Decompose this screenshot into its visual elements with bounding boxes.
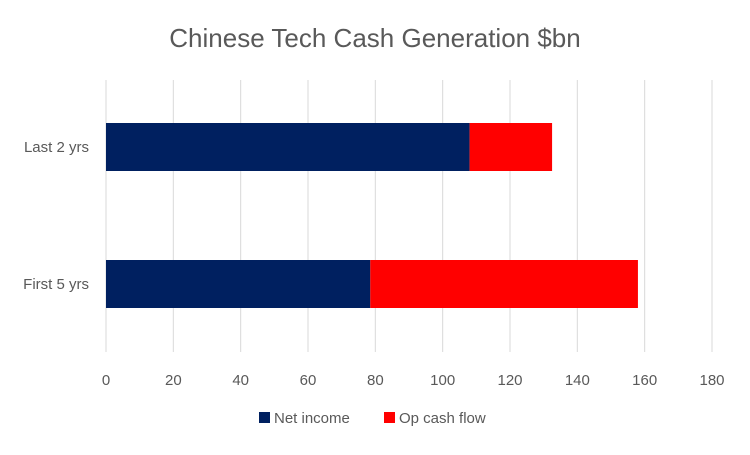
- x-tick-label: 0: [102, 372, 110, 389]
- x-tick-label: 140: [565, 372, 590, 389]
- x-tick-label: 180: [699, 372, 724, 389]
- gridlines: [105, 80, 713, 352]
- legend-label: Op cash flow: [399, 410, 486, 427]
- y-category-label: First 5 yrs: [23, 276, 89, 293]
- legend: Net income Op cash flow: [259, 410, 486, 427]
- x-tick-label: 160: [632, 372, 657, 389]
- chart-title: Chinese Tech Cash Generation $bn: [169, 23, 580, 53]
- bar-op-cash-flow: [370, 260, 638, 308]
- axes: 0 20 40 60 80 100 120 140 160 180 Last 2 yrs First …: [23, 139, 724, 389]
- x-tick-label: 80: [367, 372, 384, 389]
- legend-label: Net income: [274, 410, 350, 427]
- bar-net-income: [106, 260, 371, 308]
- bar-op-cash-flow: [469, 123, 553, 171]
- x-tick-label: 120: [497, 372, 522, 389]
- legend-swatch: [259, 412, 270, 423]
- legend-swatch: [384, 412, 395, 423]
- bar-net-income: [106, 123, 470, 171]
- x-tick-label: 40: [232, 372, 249, 389]
- y-category-label: Last 2 yrs: [24, 139, 89, 156]
- x-tick-label: 100: [430, 372, 455, 389]
- x-tick-label: 60: [300, 372, 317, 389]
- x-tick-label: 20: [165, 372, 182, 389]
- bars: [106, 123, 638, 308]
